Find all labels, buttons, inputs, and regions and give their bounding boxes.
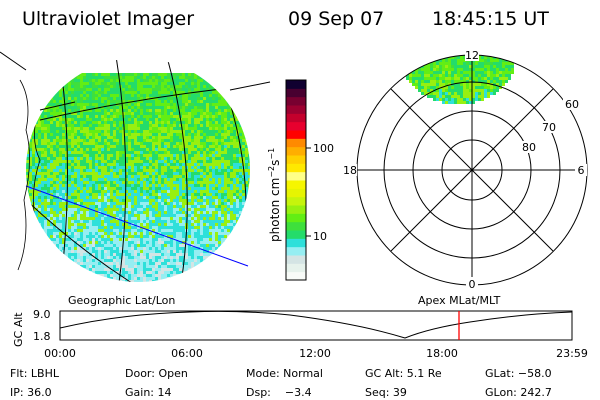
colorbar-swatch [286,138,306,148]
colorbar-swatch [286,271,306,281]
coastline [17,79,30,271]
colorbar-swatch [286,213,306,223]
mlt-label-0: 0 [469,278,476,291]
mlt-label-12: 12 [465,49,479,62]
apex-title: Apex MLat/MLT [418,294,501,307]
altitude-panel: Geographic Lat/Lon Apex MLat/MLT GC Alt … [12,294,588,360]
colorbar-swatch [286,221,306,231]
x-tick-1800: 18:00 [426,347,458,360]
info-glat: GLat: −58.0 [485,367,552,380]
x-tick-0600: 06:00 [171,347,203,360]
info-door: Door: Open [125,367,188,380]
colorbar-swatch [286,246,306,256]
geographic-title: Geographic Lat/Lon [68,294,175,307]
info-table: Flt: LBHL Door: Open Mode: Normal GC Alt… [10,367,552,399]
colorbar-swatch [286,255,306,264]
mlat-ring-70: 70 [542,121,556,134]
info-ip: IP: 36.0 [10,386,52,399]
altitude-ymin: 1.8 [33,330,51,343]
colorbar-tick-100: 100 [313,142,334,155]
colorbar-swatch [286,130,306,139]
colorbar: 100 10 photon cm−2s−1 [267,79,334,281]
info-dsp: Dsp: −3.4 [246,386,312,399]
colorbar-swatch [286,196,306,206]
colorbar-swatch [286,146,306,156]
x-tick-0000: 00:00 [44,347,76,360]
date-label: 09 Sep 07 [288,8,384,30]
colorbar-swatch [286,105,306,114]
polar-mlt-plot: 12 0 18 6 60 70 80 [343,47,588,291]
mlat-ring-80: 80 [522,141,536,154]
colorbar-unit-label: photon cm−2s−1 [267,148,282,242]
colorbar-tick-10: 10 [313,230,327,243]
colorbar-swatch [286,113,306,123]
terminator-line [25,185,249,267]
x-tick-2359: 23:59 [556,347,588,360]
colorbar-swatch [286,238,306,248]
colorbar-swatch [286,188,306,198]
mlt-label-6: 6 [578,164,585,177]
mlat-ring-60: 60 [565,98,579,111]
colorbar-swatch [286,263,306,273]
altitude-ylabel: GC Alt [12,312,25,347]
info-seq: Seq: 39 [365,386,407,399]
colorbar-swatch [286,155,306,164]
colorbar-swatch [286,96,306,106]
colorbar-swatch [286,88,306,98]
altitude-curve [59,310,573,339]
instrument-title: Ultraviolet Imager [22,8,194,30]
info-glon: GLon: 242.7 [485,386,552,399]
altitude-ymax: 9.0 [33,308,51,321]
colorbar-swatch [286,171,306,181]
colorbar-swatch [286,230,306,239]
info-filter: Flt: LBHL [10,367,60,380]
mlt-label-18: 18 [343,164,357,177]
info-gain: Gain: 14 [125,386,172,399]
colorbar-swatch [286,205,306,214]
uv-globe-image [0,51,271,282]
time-label: 18:45:15 UT [432,8,549,30]
info-mode: Mode: Normal [246,367,323,380]
colorbar-swatch [286,121,306,131]
colorbar-swatch [286,163,306,173]
x-tick-1200: 12:00 [299,347,331,360]
info-gc-alt: GC Alt: 5.1 Re [365,367,442,380]
colorbar-swatch [286,180,306,189]
colorbar-swatch [286,80,306,89]
